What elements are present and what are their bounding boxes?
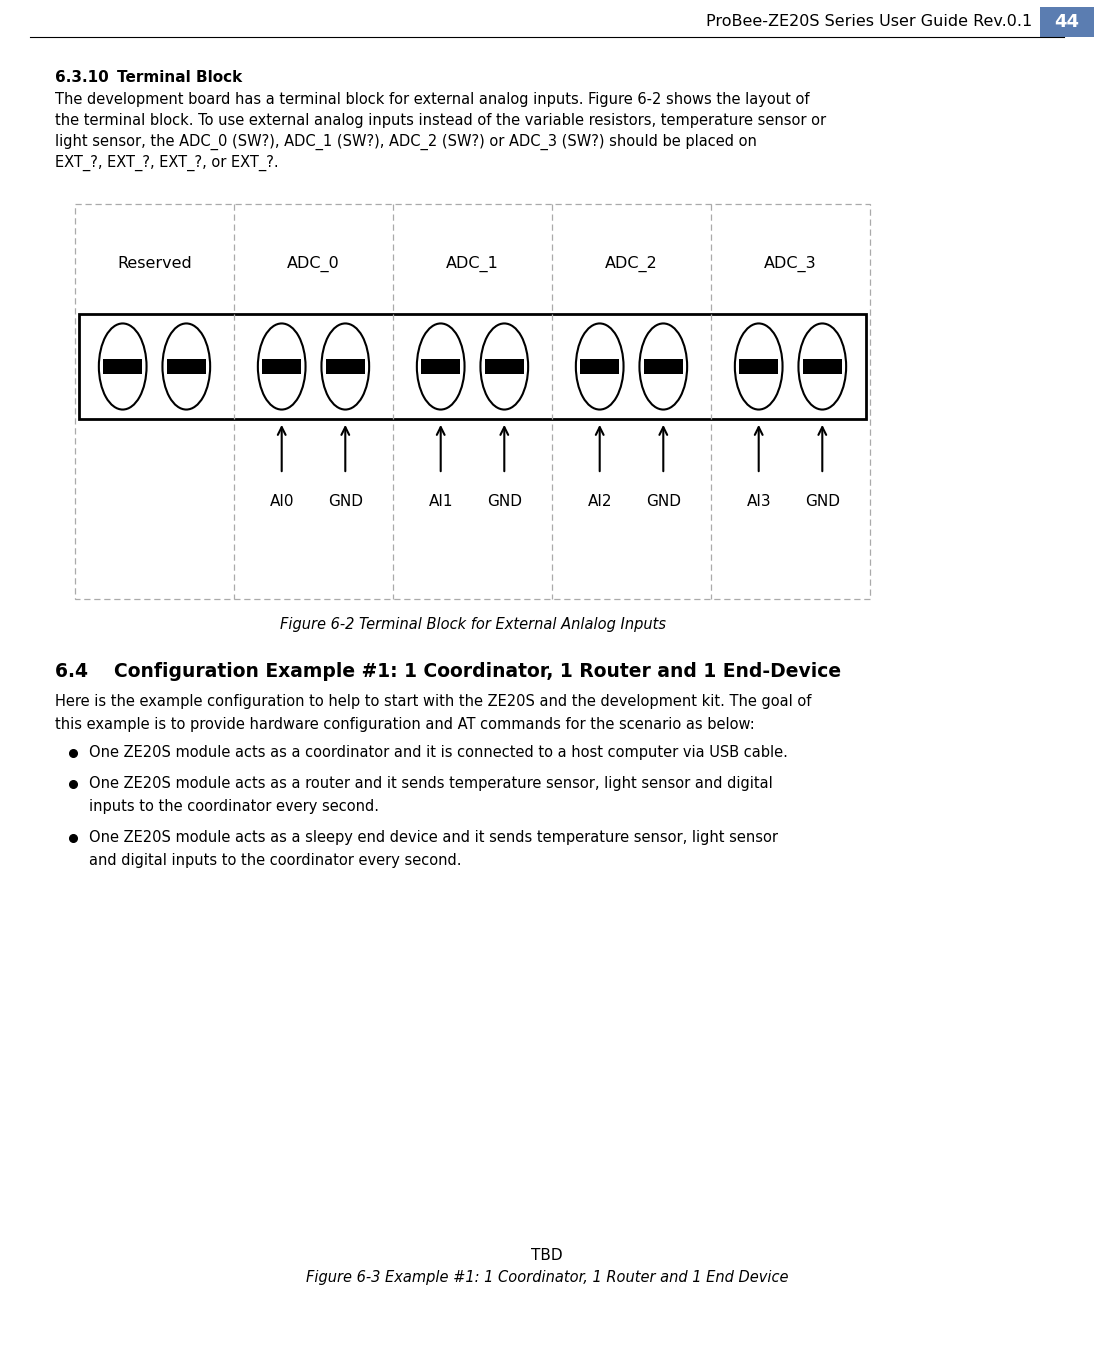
Bar (580, 359, 619, 374)
Ellipse shape (575, 323, 624, 409)
Ellipse shape (258, 323, 305, 409)
Bar (485, 359, 524, 374)
Ellipse shape (799, 323, 846, 409)
Ellipse shape (98, 323, 147, 409)
Text: GND: GND (805, 494, 840, 508)
Text: Reserved: Reserved (117, 257, 191, 272)
Text: One ZE20S module acts as a router and it sends temperature sensor, light sensor : One ZE20S module acts as a router and it… (89, 776, 772, 791)
Text: and digital inputs to the coordinator every second.: and digital inputs to the coordinator ev… (89, 853, 462, 868)
Text: Figure 6-2 Terminal Block for External Anlalog Inputs: Figure 6-2 Terminal Block for External A… (279, 617, 665, 632)
Bar (75, 204, 870, 599)
Text: ADC_3: ADC_3 (765, 256, 817, 272)
Text: ADC_0: ADC_0 (287, 256, 340, 272)
Ellipse shape (417, 323, 465, 409)
Text: The development board has a terminal block for external analog inputs. Figure 6-: The development board has a terminal blo… (55, 91, 810, 108)
Text: 44: 44 (1055, 13, 1080, 31)
Text: One ZE20S module acts as a coordinator and it is connected to a host computer vi: One ZE20S module acts as a coordinator a… (89, 745, 788, 760)
Bar (166, 359, 206, 374)
Text: AI3: AI3 (746, 494, 771, 508)
Text: ProBee-ZE20S Series User Guide Rev.0.1: ProBee-ZE20S Series User Guide Rev.0.1 (706, 15, 1032, 30)
Text: AI0: AI0 (269, 494, 294, 508)
Bar (421, 359, 461, 374)
Text: 6.3.10: 6.3.10 (55, 70, 119, 85)
Ellipse shape (322, 323, 369, 409)
Bar (263, 359, 301, 374)
Text: One ZE20S module acts as a sleepy end device and it sends temperature sensor, li: One ZE20S module acts as a sleepy end de… (89, 830, 778, 845)
Bar (1040, 7, 1094, 38)
Bar (740, 359, 778, 374)
Text: EXT_?, EXT_?, EXT_?, or EXT_?.: EXT_?, EXT_?, EXT_?, or EXT_?. (55, 155, 279, 171)
Text: ADC_1: ADC_1 (446, 256, 499, 272)
Text: inputs to the coordinator every second.: inputs to the coordinator every second. (89, 799, 379, 814)
Text: AI1: AI1 (429, 494, 453, 508)
Text: AI2: AI2 (587, 494, 612, 508)
Ellipse shape (162, 323, 210, 409)
Text: this example is to provide hardware configuration and AT commands for the scenar: this example is to provide hardware conf… (55, 717, 755, 732)
Text: GND: GND (328, 494, 363, 508)
Bar (803, 359, 842, 374)
Bar (79, 313, 866, 420)
Bar (326, 359, 365, 374)
Ellipse shape (640, 323, 687, 409)
Text: Figure 6-3 Example #1: 1 Coordinator, 1 Router and 1 End Device: Figure 6-3 Example #1: 1 Coordinator, 1 … (305, 1270, 789, 1284)
Text: TBD: TBD (532, 1248, 562, 1263)
Text: GND: GND (645, 494, 680, 508)
Text: GND: GND (487, 494, 522, 508)
Bar (643, 359, 683, 374)
Ellipse shape (735, 323, 782, 409)
Bar (103, 359, 142, 374)
Text: light sensor, the ADC_0 (SW?), ADC_1 (SW?), ADC_2 (SW?) or ADC_3 (SW?) should be: light sensor, the ADC_0 (SW?), ADC_1 (SW… (55, 134, 757, 151)
Text: Terminal Block: Terminal Block (117, 70, 242, 85)
Text: 6.4    Configuration Example #1: 1 Coordinator, 1 Router and 1 End-Device: 6.4 Configuration Example #1: 1 Coordina… (55, 662, 841, 681)
Text: Here is the example configuration to help to start with the ZE20S and the develo: Here is the example configuration to hel… (55, 694, 812, 709)
Ellipse shape (480, 323, 528, 409)
Text: ADC_2: ADC_2 (605, 256, 657, 272)
Text: the terminal block. To use external analog inputs instead of the variable resist: the terminal block. To use external anal… (55, 113, 826, 128)
